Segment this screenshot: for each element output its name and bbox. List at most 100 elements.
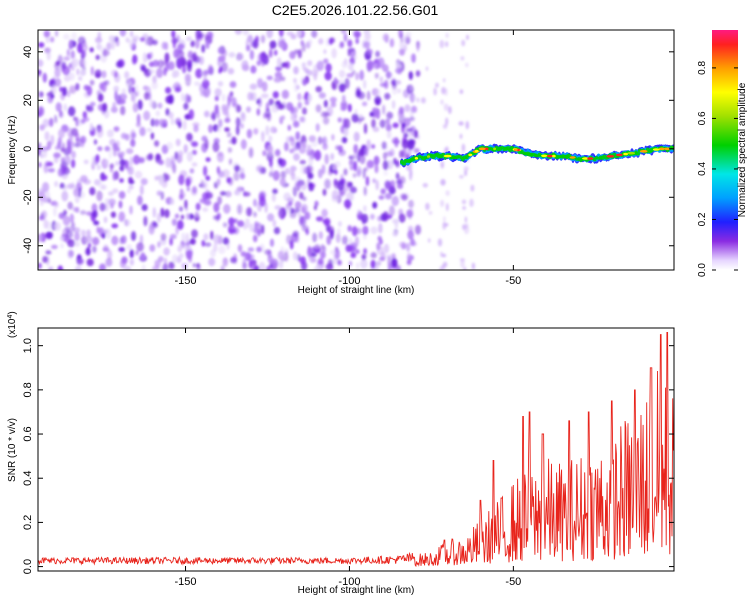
noise-blob xyxy=(156,212,161,223)
noise-blob xyxy=(115,98,124,106)
noise-blob xyxy=(324,178,331,189)
spectrogram-panel: -150 -100 -50 -40 -20 0 20 40 Height of straigh… xyxy=(7,29,675,296)
noise-blob xyxy=(338,69,346,78)
noise-blob xyxy=(214,95,219,102)
noise-blob xyxy=(256,246,262,253)
noise-blob xyxy=(398,241,406,248)
noise-blob xyxy=(158,175,164,186)
noise-blob xyxy=(359,154,366,165)
noise-blob xyxy=(445,41,449,48)
noise-blob xyxy=(38,262,42,269)
noise-blob xyxy=(249,49,255,61)
noise-blob xyxy=(144,92,150,100)
noise-blob xyxy=(89,101,96,107)
snr-multiplier: (x104) xyxy=(7,311,19,338)
noise-blob xyxy=(293,77,297,84)
noise-blob xyxy=(184,244,192,252)
noise-blob xyxy=(460,260,465,268)
noise-blob xyxy=(60,147,65,152)
noise-blob xyxy=(323,58,329,64)
noise-blob xyxy=(38,59,44,68)
noise-blob xyxy=(388,205,395,217)
noise-blob xyxy=(355,249,360,255)
noise-blob xyxy=(383,79,389,90)
noise-blob xyxy=(276,57,282,67)
noise-blob xyxy=(277,250,285,260)
noise-blob xyxy=(134,170,143,179)
noise-blob xyxy=(352,173,357,178)
noise-blob xyxy=(311,69,319,77)
noise-blob xyxy=(348,63,354,71)
noise-blob xyxy=(108,198,116,206)
noise-blob xyxy=(217,56,222,67)
noise-blob xyxy=(66,48,70,57)
noise-blob xyxy=(347,49,351,57)
noise-blob xyxy=(43,30,51,38)
noise-blob xyxy=(281,115,286,121)
noise-blob xyxy=(405,36,411,45)
noise-blob xyxy=(272,91,279,99)
noise-blob xyxy=(205,175,211,181)
noise-blob xyxy=(154,175,160,181)
noise-blob xyxy=(222,257,229,267)
noise-blob xyxy=(445,190,450,197)
noise-blob xyxy=(40,153,44,159)
noise-blob xyxy=(273,226,281,235)
noise-blob xyxy=(261,93,269,99)
noise-blob xyxy=(191,229,198,239)
signal-peak xyxy=(616,153,623,157)
noise-blob xyxy=(299,116,305,123)
x-tick-label: -150 xyxy=(175,275,197,287)
noise-blob xyxy=(58,128,65,139)
noise-blob xyxy=(139,37,146,42)
noise-blob xyxy=(80,58,85,66)
noise-blob xyxy=(331,189,339,200)
noise-blob xyxy=(217,81,224,87)
noise-blob xyxy=(187,62,192,73)
noise-blob xyxy=(290,112,298,122)
noise-blob xyxy=(68,72,75,81)
noise-blob xyxy=(372,178,377,184)
noise-blob xyxy=(102,102,108,113)
noise-blob xyxy=(95,54,101,61)
signal-peak xyxy=(652,148,660,151)
noise-blob xyxy=(46,161,54,167)
noise-blob xyxy=(129,249,134,259)
noise-blob xyxy=(148,69,155,74)
noise-blob xyxy=(317,168,323,179)
noise-blob xyxy=(129,156,133,167)
noise-blob xyxy=(352,153,359,160)
noise-blob xyxy=(460,56,465,61)
noise-blob xyxy=(76,258,84,266)
noise-blob xyxy=(67,239,75,248)
noise-blob xyxy=(185,232,190,244)
noise-blob xyxy=(236,104,242,113)
noise-blob xyxy=(208,124,213,133)
noise-blob xyxy=(377,57,385,69)
noise-blob xyxy=(149,244,156,252)
noise-blob xyxy=(351,186,356,193)
noise-blob xyxy=(349,245,356,253)
noise-blob xyxy=(318,231,324,240)
noise-blob xyxy=(261,131,265,143)
noise-blob xyxy=(369,111,374,117)
noise-blob xyxy=(89,187,96,196)
noise-blob xyxy=(165,157,172,168)
noise-blob xyxy=(90,66,94,76)
noise-blob xyxy=(235,117,241,127)
noise-blob xyxy=(186,186,190,192)
noise-blob xyxy=(83,159,89,165)
noise-blob xyxy=(235,52,244,61)
noise-blob xyxy=(180,92,185,102)
noise-blob xyxy=(95,73,101,78)
noise-blob xyxy=(382,151,388,160)
noise-blob xyxy=(304,91,310,101)
noise-blob xyxy=(81,50,86,58)
noise-blob xyxy=(301,225,309,232)
noise-blob xyxy=(311,30,318,38)
noise-blob xyxy=(69,213,75,223)
noise-blob xyxy=(374,164,379,174)
noise-blob xyxy=(63,33,70,40)
noise-blob xyxy=(406,259,412,265)
noise-blob xyxy=(332,163,337,171)
